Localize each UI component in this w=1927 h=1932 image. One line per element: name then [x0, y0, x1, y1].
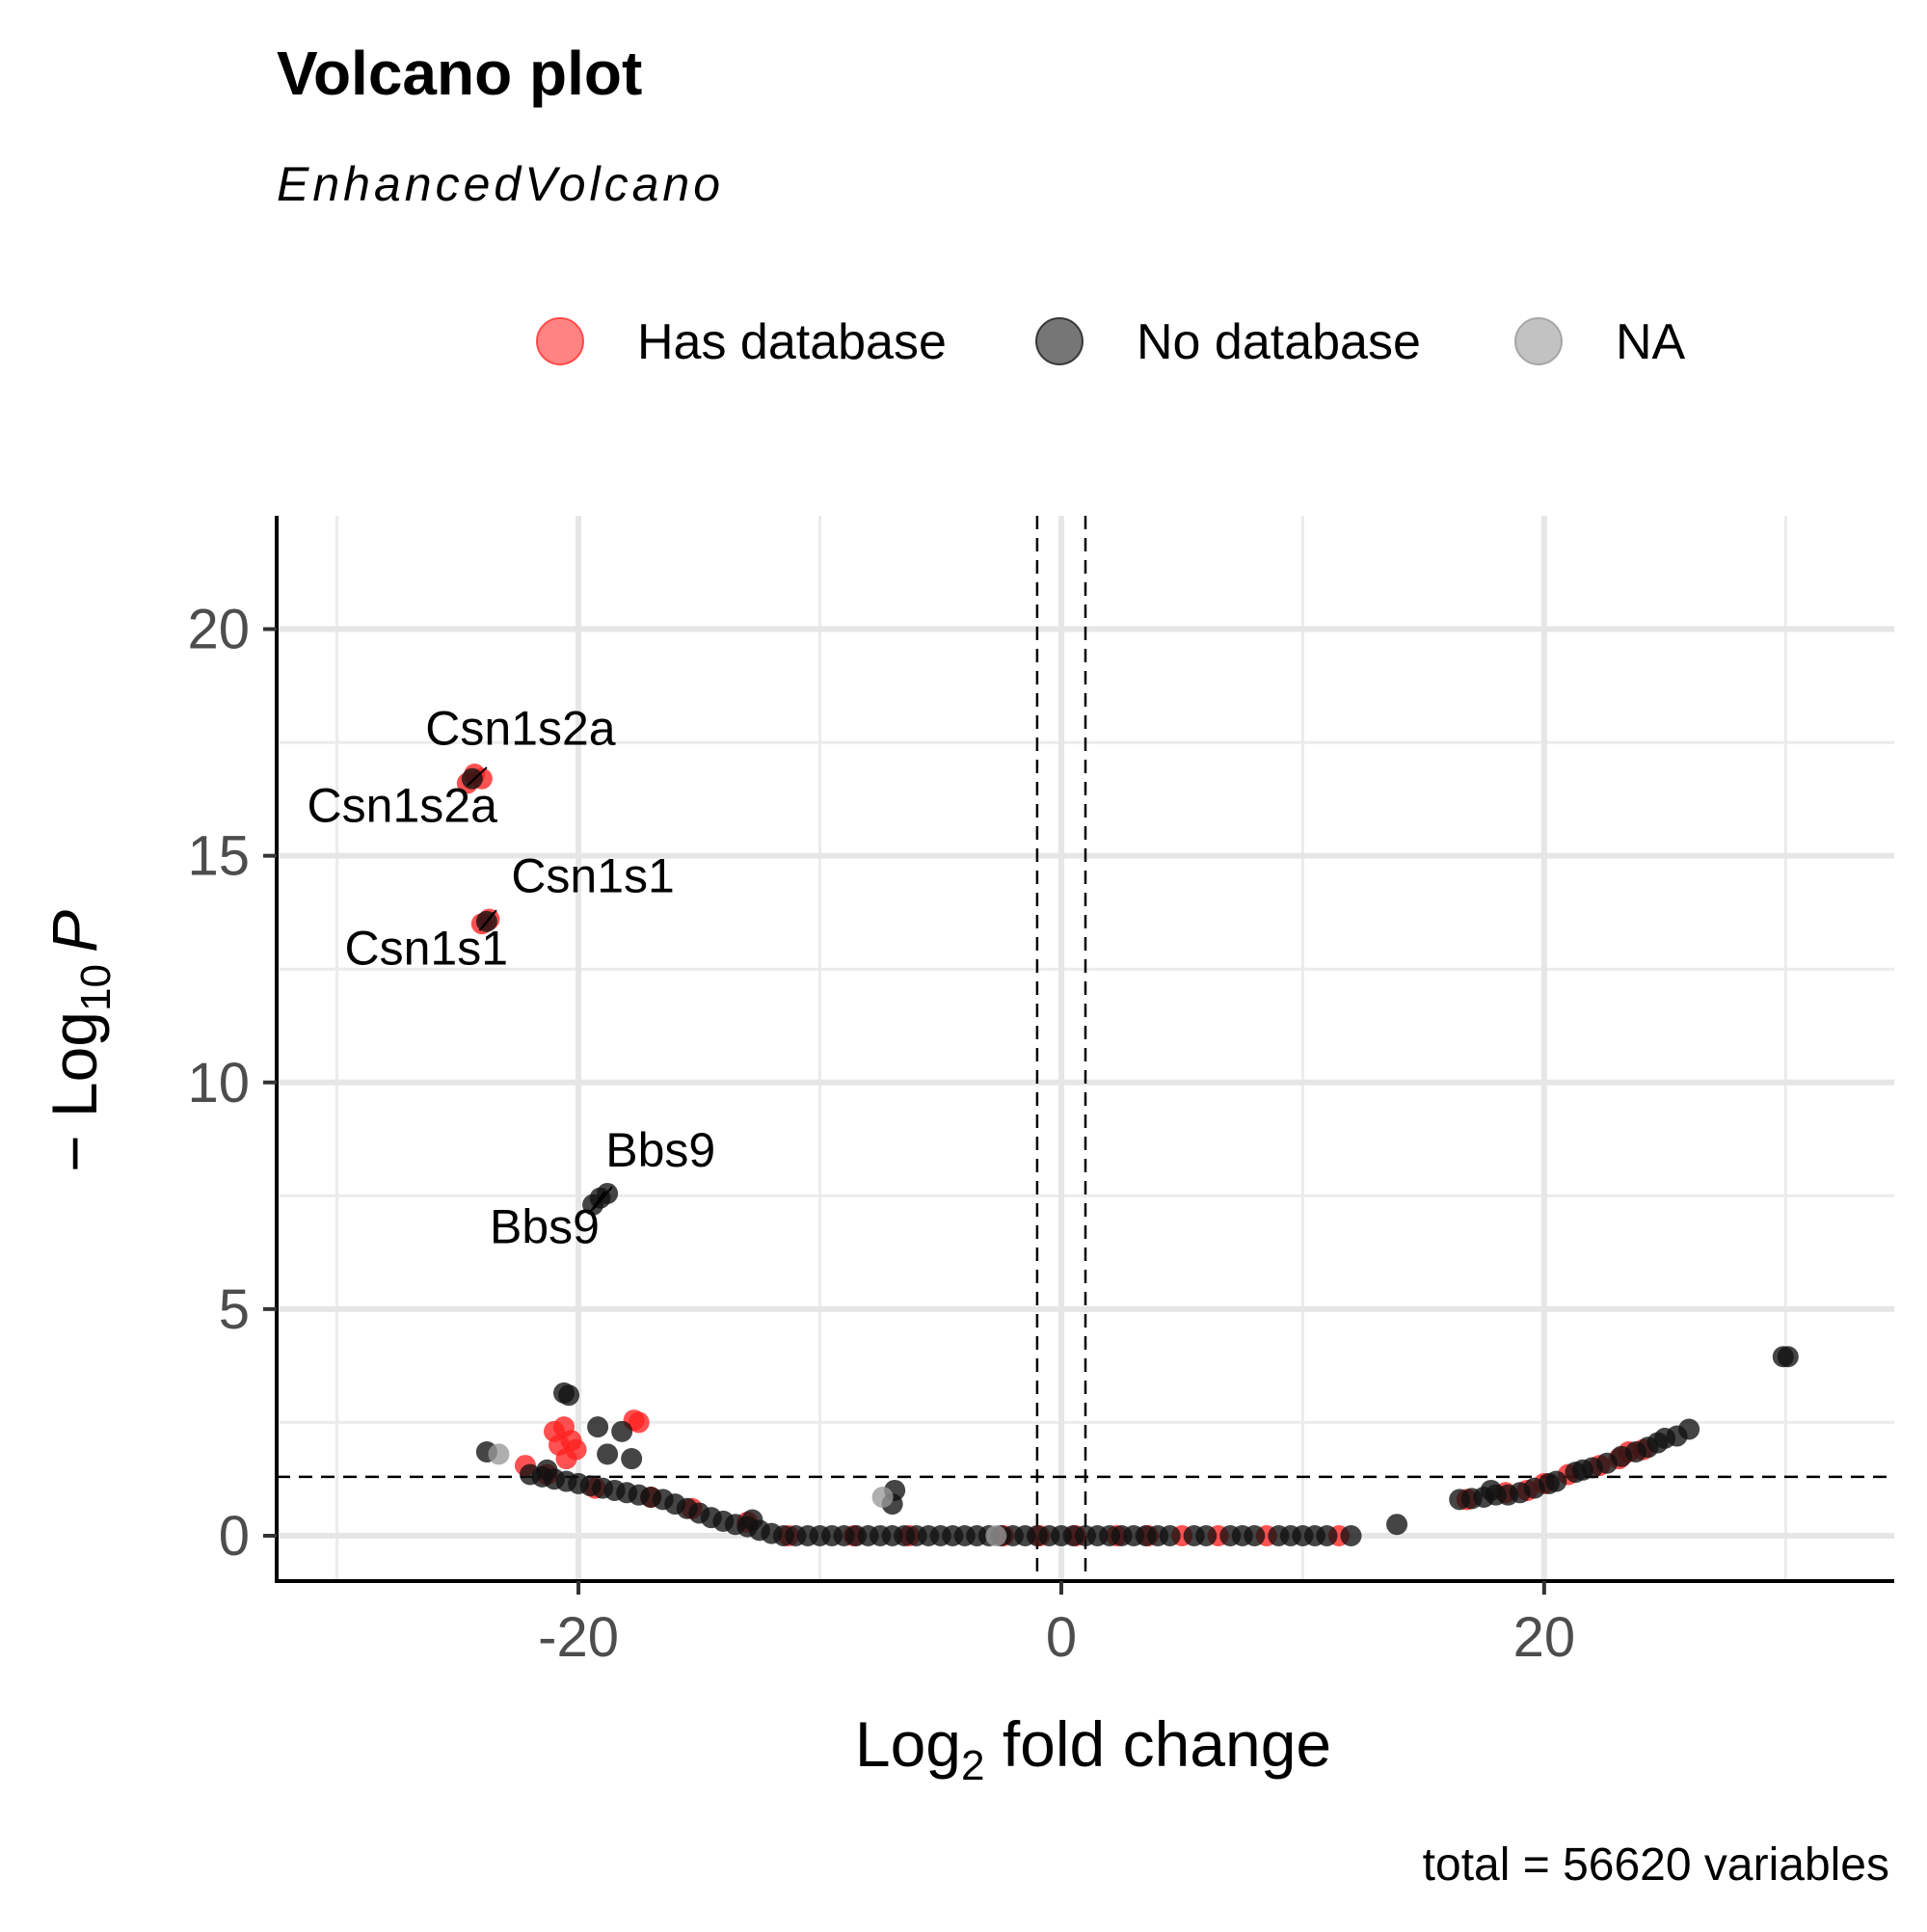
point-no [1678, 1418, 1700, 1440]
axes [275, 516, 1894, 1583]
x-axis-title-subscript: 2 [961, 1742, 984, 1789]
y-axis-title: − Log10 P [39, 910, 120, 1172]
tick-labels: -20 0 20 0 5 10 15 20 [187, 599, 1575, 1669]
y-tick-label: 20 [187, 599, 250, 661]
point-no [597, 1443, 619, 1465]
x-axis-title: Log2 fold change [855, 1708, 1331, 1789]
legend-marker-has [536, 317, 584, 365]
y-tick-label: 10 [187, 1052, 250, 1114]
point-has [628, 1411, 650, 1434]
x-tick-label: 0 [1046, 1606, 1077, 1669]
y-tick-label: 5 [219, 1278, 250, 1341]
gene-label-connector [478, 911, 495, 931]
chart-title: Volcano plot [277, 39, 642, 108]
legend-label-no: No database [1137, 314, 1421, 370]
gene-label: Csn1s1 [345, 922, 509, 976]
point-no [1195, 1524, 1218, 1546]
gene-label-connector [589, 1191, 606, 1213]
point-no [1777, 1346, 1799, 1368]
gene-label: Bbs9 [605, 1123, 715, 1177]
y-tick-label: 15 [187, 825, 250, 888]
point-no [587, 1416, 609, 1438]
gene-label-connector [467, 770, 483, 787]
y-axis-title-variable: P [39, 910, 110, 953]
legend-label-na: NA [1616, 314, 1686, 370]
legend-label-has: Has database [637, 314, 947, 370]
point-no [1386, 1514, 1408, 1536]
point-no [1316, 1524, 1338, 1546]
y-axis-title-prefix: − Log [39, 1011, 110, 1172]
x-tick-label: -20 [538, 1606, 619, 1669]
gene-label: Csn1s2a [308, 778, 498, 832]
point-na [985, 1524, 1007, 1546]
gene-label-connector [592, 1186, 613, 1211]
point-no [621, 1448, 643, 1470]
point-na [488, 1443, 510, 1465]
data-points [456, 764, 1799, 1546]
point-has [555, 1448, 577, 1470]
legend-marker-na [1514, 317, 1563, 365]
point-no [1244, 1524, 1266, 1546]
x-axis-title-base: Log [855, 1708, 961, 1780]
legend: Has database No database NA [536, 314, 1686, 370]
legend-marker-no [1035, 317, 1084, 365]
chart-caption: total = 56620 variables [1423, 1839, 1889, 1891]
point-no [1545, 1470, 1567, 1492]
y-axis-title-subscript: 10 [72, 964, 120, 1011]
chart-subtitle: EnhancedVolcano [277, 157, 724, 211]
x-tick-label: 20 [1513, 1606, 1576, 1669]
gene-label: Csn1s2a [425, 701, 616, 755]
point-no [461, 767, 483, 790]
gene-label: Bbs9 [490, 1200, 600, 1254]
point-no [1159, 1524, 1181, 1546]
point-no [558, 1384, 580, 1407]
x-axis-title-rest: fold change [984, 1708, 1331, 1780]
y-tick-label: 0 [219, 1505, 250, 1568]
point-no [1340, 1524, 1362, 1546]
gene-label: Csn1s1 [511, 848, 675, 902]
point-no [611, 1420, 633, 1442]
point-na [871, 1487, 894, 1509]
